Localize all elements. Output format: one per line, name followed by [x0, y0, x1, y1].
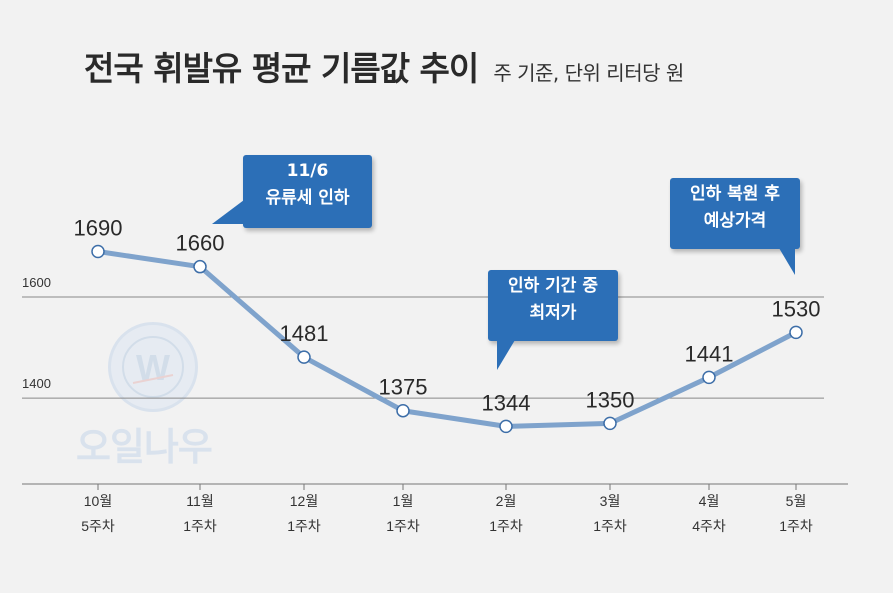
- data-label: 1530: [772, 296, 821, 321]
- data-point: [193, 259, 207, 274]
- chart-title: 전국 휘발유 평균 기름값 추이: [84, 49, 479, 88]
- callout-restored-line-2: 예상가격: [703, 211, 767, 231]
- callout-restored-tail: [779, 248, 795, 275]
- data-point: [789, 325, 803, 340]
- data-label: 1481: [280, 321, 329, 346]
- data-point: [396, 403, 410, 418]
- data-point: [91, 244, 105, 259]
- x-tick-label: 1주차: [489, 518, 523, 534]
- series-line: [95, 249, 799, 429]
- y-tick-label: 1600: [22, 275, 51, 290]
- data-point: [297, 350, 311, 364]
- x-tick-label: 1주차: [287, 518, 321, 534]
- x-tick-label: 1주차: [593, 518, 627, 534]
- callout-lowest-tail: [497, 340, 515, 370]
- data-label: 1441: [685, 341, 734, 366]
- data-point: [603, 416, 617, 431]
- x-tick-label: 4주차: [692, 518, 726, 534]
- data-label: 1375: [379, 375, 428, 400]
- callout-tax-cut-line-1: 11/6: [286, 161, 329, 181]
- x-tick-label: 5월: [786, 493, 807, 509]
- callout-lowest-line-2: 최저가: [529, 303, 577, 323]
- x-tick-label: 1주차: [386, 518, 420, 534]
- data-label: 1350: [586, 387, 635, 412]
- data-label: 1660: [176, 231, 225, 256]
- watermark-logo-icon: W: [108, 322, 198, 412]
- chart-subtitle: 주 기준, 단위 리터당 원: [493, 61, 684, 85]
- x-tick-label: 2월: [496, 493, 517, 509]
- watermark: W 오일나우: [76, 318, 236, 469]
- x-tick-label: 11월: [186, 493, 213, 509]
- watermark-brand: 오일나우: [76, 425, 213, 469]
- x-tick-label: 1주차: [183, 518, 217, 534]
- data-label: 1690: [74, 216, 123, 241]
- x-tick-label: 3월: [600, 493, 621, 509]
- x-tick-label: 1월: [393, 493, 414, 509]
- callout-tax-cut: 11/6 유류세 인하: [243, 155, 372, 228]
- callout-restored-price: 인하 복원 후 예상가격: [670, 178, 800, 249]
- x-tick-label: 1주차: [779, 518, 813, 534]
- callout-tax-cut-line-2: 유류세 인하: [265, 188, 350, 208]
- callout-lowest-line-1: 인하 기간 중: [507, 276, 599, 296]
- x-tick-label: 12월: [290, 493, 318, 509]
- x-tick-label: 4월: [699, 493, 720, 509]
- callout-tax-cut-tail: [212, 200, 244, 224]
- data-label: 1344: [482, 390, 531, 415]
- x-tick-label: 10월: [84, 493, 112, 509]
- title-block: 전국 휘발유 평균 기름값 추이 주 기준, 단위 리터당 원: [84, 42, 684, 90]
- callout-restored-line-1: 인하 복원 후: [689, 184, 781, 204]
- x-tick-label: 5주차: [81, 518, 115, 534]
- data-point: [702, 370, 716, 385]
- callout-lowest-price: 인하 기간 중 최저가: [488, 270, 618, 341]
- y-tick-label: 1400: [22, 376, 51, 391]
- data-point: [499, 419, 513, 434]
